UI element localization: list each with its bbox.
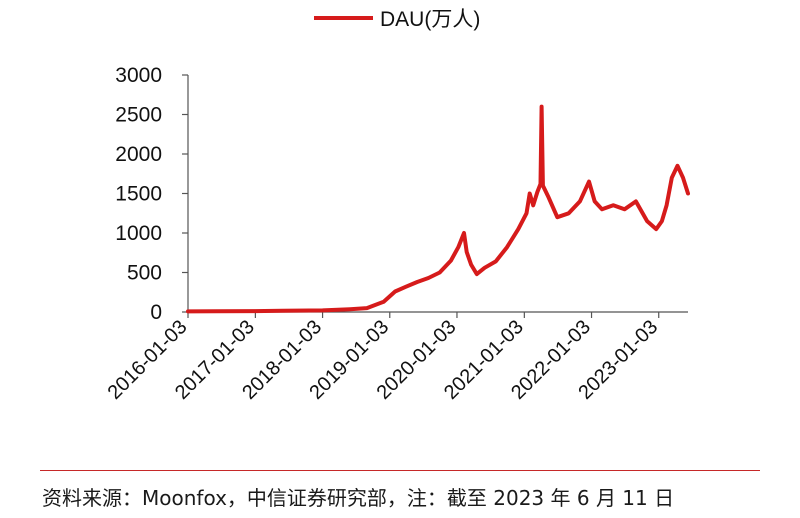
y-tick-label: 1500	[115, 183, 162, 206]
y-tick-label: 2000	[115, 143, 162, 166]
footer-divider	[40, 470, 760, 471]
x-axis: 2016-01-032017-01-032018-01-032019-01-03…	[104, 311, 688, 404]
y-tick-label: 1000	[115, 222, 162, 245]
y-tick-label: 0	[150, 301, 162, 324]
y-axis: 0 500 1000 1500 2000 2500 3000	[115, 64, 189, 324]
dau-line-chart: DAU(万人) 0 500 1000 1500 2000 2500 3000 2016-01…	[104, 8, 690, 404]
y-tick-label: 2500	[115, 104, 162, 127]
source-note: 资料来源：Moonfox，中信证券研究部，注：截至 2023 年 6 月 11 …	[42, 486, 675, 510]
series-line-dau	[186, 104, 690, 314]
plot-area	[186, 104, 690, 314]
legend: DAU(万人)	[314, 8, 480, 31]
y-tick-label: 3000	[115, 64, 162, 87]
y-tick-label: 500	[127, 262, 162, 285]
legend-label: DAU(万人)	[380, 8, 480, 31]
